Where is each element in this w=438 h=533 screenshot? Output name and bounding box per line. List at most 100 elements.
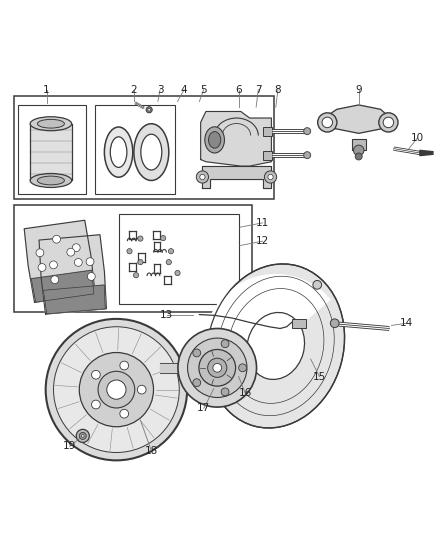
- Ellipse shape: [247, 312, 304, 379]
- Text: 16: 16: [239, 388, 252, 398]
- Circle shape: [51, 276, 59, 284]
- Text: 2: 2: [131, 85, 137, 95]
- Circle shape: [134, 272, 139, 278]
- Circle shape: [166, 260, 171, 265]
- Circle shape: [353, 145, 364, 156]
- Circle shape: [330, 319, 339, 328]
- Text: 14: 14: [400, 318, 413, 328]
- Circle shape: [200, 174, 205, 180]
- Ellipse shape: [37, 176, 64, 185]
- Ellipse shape: [208, 132, 221, 148]
- Circle shape: [38, 263, 46, 271]
- Text: 5: 5: [201, 85, 207, 95]
- Circle shape: [46, 319, 187, 461]
- Circle shape: [199, 350, 236, 386]
- Polygon shape: [420, 150, 433, 156]
- Circle shape: [138, 260, 143, 265]
- Bar: [263, 151, 272, 159]
- Polygon shape: [201, 111, 272, 166]
- Ellipse shape: [30, 117, 72, 131]
- Bar: [292, 319, 306, 328]
- Ellipse shape: [110, 137, 127, 167]
- Polygon shape: [202, 166, 271, 188]
- Circle shape: [72, 244, 80, 252]
- Circle shape: [208, 358, 227, 377]
- Circle shape: [53, 327, 179, 453]
- Wedge shape: [204, 274, 331, 346]
- Circle shape: [355, 153, 362, 160]
- Circle shape: [36, 249, 44, 257]
- Circle shape: [79, 432, 86, 439]
- Circle shape: [92, 400, 100, 409]
- Circle shape: [67, 248, 75, 256]
- Text: 9: 9: [355, 85, 362, 95]
- Circle shape: [98, 372, 135, 408]
- Circle shape: [107, 380, 126, 399]
- Circle shape: [92, 370, 100, 379]
- Ellipse shape: [141, 134, 162, 170]
- Text: 3: 3: [157, 85, 163, 95]
- Ellipse shape: [207, 264, 345, 428]
- Bar: [30, 124, 72, 181]
- Circle shape: [304, 152, 311, 159]
- Circle shape: [193, 379, 201, 386]
- Circle shape: [86, 258, 94, 265]
- Circle shape: [76, 430, 89, 442]
- Circle shape: [193, 349, 201, 357]
- Circle shape: [49, 261, 57, 269]
- Text: 11: 11: [256, 218, 269, 228]
- Ellipse shape: [104, 127, 133, 177]
- Circle shape: [79, 352, 153, 427]
- Bar: [95, 105, 175, 195]
- Circle shape: [221, 340, 229, 348]
- Text: 15: 15: [313, 372, 326, 382]
- Circle shape: [74, 259, 82, 266]
- Circle shape: [138, 385, 146, 394]
- Circle shape: [168, 248, 173, 254]
- Text: 13: 13: [160, 310, 173, 320]
- Bar: [263, 127, 272, 135]
- Circle shape: [221, 388, 229, 396]
- Ellipse shape: [37, 119, 64, 128]
- Circle shape: [187, 338, 247, 398]
- Ellipse shape: [30, 174, 72, 188]
- Circle shape: [379, 113, 398, 132]
- Circle shape: [304, 128, 311, 135]
- Text: 1: 1: [43, 85, 50, 95]
- Circle shape: [120, 361, 129, 370]
- Text: 17: 17: [197, 403, 210, 414]
- Bar: [14, 96, 274, 199]
- Circle shape: [178, 328, 257, 407]
- Text: 6: 6: [235, 85, 242, 95]
- Polygon shape: [43, 285, 105, 314]
- Text: 12: 12: [256, 236, 269, 246]
- Bar: [14, 205, 252, 312]
- Text: 19: 19: [63, 441, 76, 451]
- Bar: [352, 140, 366, 150]
- Polygon shape: [160, 362, 178, 373]
- Bar: [119, 214, 239, 304]
- Circle shape: [138, 236, 143, 241]
- Bar: [18, 105, 86, 195]
- Circle shape: [146, 107, 152, 113]
- Circle shape: [268, 174, 273, 180]
- Circle shape: [318, 113, 337, 132]
- Ellipse shape: [205, 127, 224, 153]
- Circle shape: [196, 171, 208, 183]
- Polygon shape: [324, 105, 392, 133]
- Circle shape: [239, 364, 247, 372]
- Text: 18: 18: [145, 446, 158, 456]
- Ellipse shape: [134, 124, 169, 181]
- Polygon shape: [39, 235, 106, 314]
- Circle shape: [160, 236, 166, 241]
- Text: 4: 4: [181, 85, 187, 95]
- Circle shape: [383, 117, 394, 128]
- Circle shape: [88, 272, 95, 280]
- Circle shape: [148, 108, 150, 111]
- Text: 8: 8: [275, 85, 281, 95]
- Circle shape: [213, 364, 222, 372]
- Circle shape: [313, 280, 321, 289]
- Circle shape: [265, 171, 277, 183]
- Text: 10: 10: [411, 133, 424, 143]
- Circle shape: [175, 270, 180, 276]
